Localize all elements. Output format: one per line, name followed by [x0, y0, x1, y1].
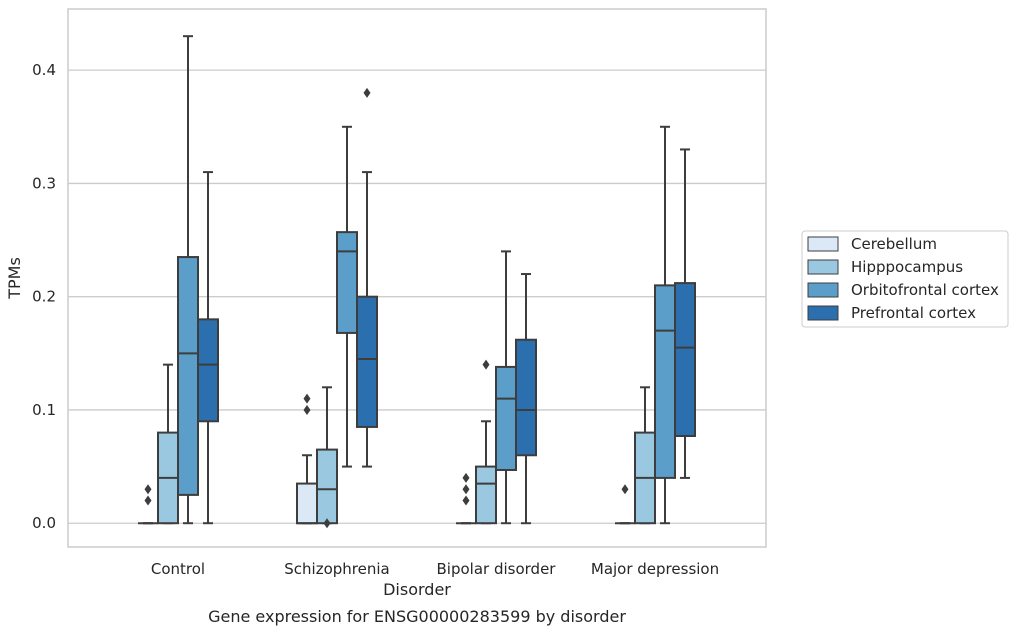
legend-label: Orbitofrontal cortex [851, 281, 999, 299]
box [197, 171, 219, 525]
box [138, 484, 158, 525]
y-tick-label: 0.2 [32, 288, 56, 306]
legend-swatch [807, 305, 839, 321]
legend-label: Cerebellum [851, 235, 937, 253]
box [316, 386, 338, 529]
outlier-point [303, 393, 311, 404]
chart-caption: Gene expression for ENSG00000283599 by d… [208, 607, 626, 626]
x-tick-label: Major depression [591, 560, 719, 578]
outlier-point [144, 495, 152, 506]
box-body [475, 465, 497, 525]
box-series [138, 35, 696, 529]
box [177, 35, 199, 525]
legend-swatch [807, 282, 839, 298]
box [296, 393, 318, 525]
legend-label: Hipppocampus [851, 258, 963, 276]
box-body [316, 448, 338, 525]
outlier-point [462, 484, 470, 495]
box [157, 363, 179, 525]
box-body [674, 282, 696, 438]
box-body [515, 338, 537, 457]
outlier-point [363, 87, 371, 98]
y-axis-label: TPMs [5, 257, 24, 300]
y-tick-labels: 0.0 0.1 0.2 0.3 0.4 [32, 61, 56, 532]
outlier-point [621, 484, 629, 495]
box [634, 386, 656, 525]
outlier-point [323, 518, 331, 529]
box [336, 125, 358, 468]
outlier-point [482, 359, 490, 370]
y-tick-label: 0.1 [32, 401, 56, 419]
legend-swatch [807, 259, 839, 275]
box [356, 87, 378, 468]
legend: Cerebellum Hipppocampus Orbitofrontal cort… [801, 230, 1009, 328]
box-body [197, 318, 219, 423]
y-tick-label: 0.3 [32, 174, 56, 192]
box-body [296, 482, 318, 525]
x-tick-label: Bipolar disorder [437, 560, 557, 578]
y-tick-label: 0.4 [32, 61, 56, 79]
plot-frame [67, 8, 767, 548]
box-body [336, 231, 358, 334]
box [495, 250, 517, 525]
outlier-point [303, 404, 311, 415]
box [674, 148, 696, 479]
legend-frame [801, 230, 1009, 328]
box [654, 125, 676, 525]
x-tick-label: Control [151, 560, 205, 578]
x-axis-label: Disorder [383, 580, 451, 599]
legend-swatch [807, 236, 839, 252]
box [456, 472, 476, 525]
box [615, 484, 635, 525]
y-tick-label: 0.0 [32, 514, 56, 532]
outlier-point [462, 472, 470, 483]
box-body [495, 365, 517, 471]
box [515, 273, 537, 525]
box-body [654, 284, 676, 479]
outlier-point [462, 495, 470, 506]
x-tick-labels: Control Schizophrenia Bipolar disorder Majo… [151, 560, 719, 578]
box [475, 359, 497, 525]
box-body [356, 295, 378, 428]
box-body [177, 256, 199, 496]
legend-label: Prefrontal cortex [851, 304, 976, 322]
x-tick-label: Schizophrenia [284, 560, 389, 578]
outlier-point [144, 484, 152, 495]
